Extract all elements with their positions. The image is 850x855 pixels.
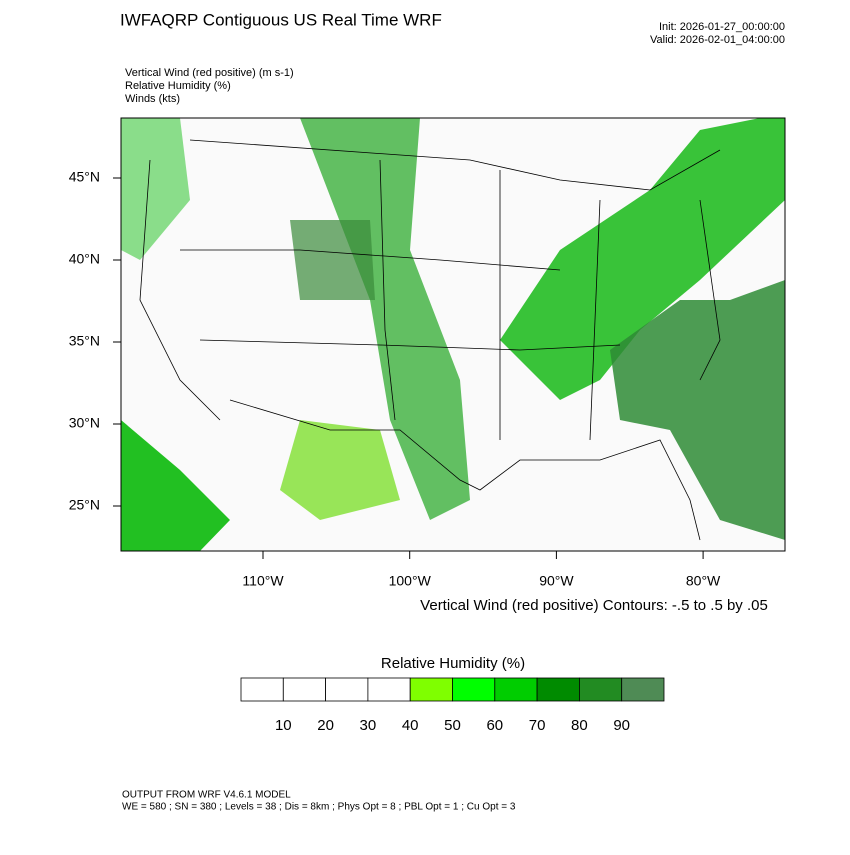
rh-area: [610, 280, 785, 540]
lat-tick-label: 40°N: [69, 251, 100, 267]
colorbar-box: [282, 677, 326, 702]
lat-tick-label: 25°N: [69, 497, 100, 513]
boundaries: [139, 139, 721, 541]
lat-tick-label: 45°N: [69, 169, 100, 185]
contour-note: Vertical Wind (red positive) Contours: -…: [420, 597, 768, 614]
lat-tick-label: 35°N: [69, 333, 100, 349]
valid-time: Valid: 2026-02-01_04:00:00: [650, 34, 785, 46]
field-label: Winds (kts): [125, 93, 180, 105]
rh-area: [121, 118, 190, 260]
colorbar-box: [367, 677, 411, 702]
field-label: Relative Humidity (%): [125, 80, 231, 92]
map-frame: [120, 117, 786, 552]
colorbar-box: [325, 677, 369, 702]
colorbar-label: 70: [529, 717, 546, 734]
init-time: Init: 2026-01-27_00:00:00: [659, 21, 785, 33]
colorbar: 10 20 30 40 50 60 70 80 90: [240, 677, 665, 734]
colorbar-label: 40: [402, 717, 419, 734]
colorbar-label: 60: [486, 717, 503, 734]
rh-area: [500, 118, 785, 400]
colorbar-label: 90: [613, 717, 630, 734]
colorbar-label: 50: [444, 717, 461, 734]
lon-tick-label: 80°W: [686, 573, 721, 589]
footer-line: OUTPUT FROM WRF V4.6.1 MODEL: [122, 790, 291, 801]
map: 45°N 40°N 35°N 30°N 25°N 110°W 100°W 90°W 80°W: [69, 117, 786, 589]
colorbar-box: [621, 677, 665, 702]
colorbar-box: [579, 677, 623, 702]
rh-area: [280, 420, 400, 520]
title: IWFAQRP Contiguous US Real Time WRF: [120, 10, 442, 29]
lon-tick-label: 90°W: [539, 573, 574, 589]
footer-line: WE = 580 ; SN = 380 ; Levels = 38 ; Dis …: [122, 802, 516, 813]
colorbar-box: [240, 677, 284, 702]
field-label: Vertical Wind (red positive) (m s-1): [125, 67, 294, 79]
colorbar-box: [494, 677, 538, 702]
lon-tick-label: 100°W: [389, 573, 432, 589]
colorbar-label: 30: [360, 717, 377, 734]
colorbar-box: [409, 677, 453, 702]
colorbar-title: Relative Humidity (%): [381, 655, 525, 672]
lon-tick-label: 110°W: [242, 573, 284, 589]
colorbar-label: 20: [317, 717, 334, 734]
colorbar-box: [536, 677, 580, 702]
rh-area: [121, 420, 230, 551]
colorbar-label: 10: [275, 717, 292, 734]
rh-area: [290, 220, 375, 300]
lat-tick-label: 30°N: [69, 415, 100, 431]
colorbar-label: 80: [571, 717, 588, 734]
colorbar-box: [452, 677, 496, 702]
